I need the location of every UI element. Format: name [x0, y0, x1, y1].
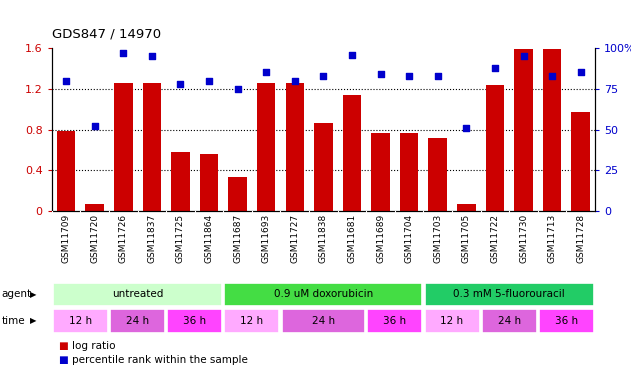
Point	[347, 51, 357, 57]
Text: GSM11725: GSM11725	[176, 214, 185, 263]
Point	[318, 73, 328, 79]
Point	[175, 81, 186, 87]
Bar	[53, 283, 222, 306]
Text: GSM11687: GSM11687	[233, 214, 242, 263]
Text: GSM11838: GSM11838	[319, 214, 328, 263]
Text: 36 h: 36 h	[555, 316, 578, 326]
Text: GSM11713: GSM11713	[548, 214, 557, 263]
Point	[519, 53, 529, 59]
Text: GSM11704: GSM11704	[404, 214, 414, 263]
Bar	[486, 85, 504, 211]
Text: percentile rank within the sample: percentile rank within the sample	[72, 356, 248, 366]
Text: ■: ■	[58, 356, 68, 366]
Bar	[167, 309, 222, 333]
Text: 0.3 mM 5-fluorouracil: 0.3 mM 5-fluorouracil	[454, 290, 565, 299]
Text: 0.9 uM doxorubicin: 0.9 uM doxorubicin	[274, 290, 373, 299]
Text: 24 h: 24 h	[312, 316, 335, 326]
Point	[261, 69, 271, 75]
Bar	[257, 82, 276, 211]
Bar	[367, 309, 422, 333]
Bar	[225, 309, 280, 333]
Text: GSM11722: GSM11722	[490, 214, 500, 263]
Text: log ratio: log ratio	[72, 341, 115, 351]
Point	[147, 53, 157, 59]
Point	[375, 71, 386, 77]
Text: 36 h: 36 h	[183, 316, 206, 326]
Bar	[428, 138, 447, 211]
Text: agent: agent	[1, 290, 32, 299]
Point	[461, 125, 471, 131]
Text: GSM11728: GSM11728	[576, 214, 585, 263]
Text: GSM11709: GSM11709	[62, 214, 71, 263]
Point	[547, 73, 557, 79]
Text: GDS847 / 14970: GDS847 / 14970	[52, 27, 161, 40]
Text: untreated: untreated	[112, 290, 163, 299]
Text: 36 h: 36 h	[383, 316, 406, 326]
Bar	[114, 82, 133, 211]
Text: 12 h: 12 h	[240, 316, 264, 326]
Point	[575, 69, 586, 75]
Bar	[281, 309, 365, 333]
Text: GSM11720: GSM11720	[90, 214, 99, 263]
Text: ■: ■	[58, 341, 68, 351]
Bar	[371, 133, 390, 211]
Point	[404, 73, 414, 79]
Text: GSM11726: GSM11726	[119, 214, 127, 263]
Bar	[400, 133, 418, 211]
Bar	[110, 309, 165, 333]
Bar	[539, 309, 594, 333]
Bar	[572, 112, 590, 211]
Text: ▶: ▶	[30, 290, 36, 299]
Point	[90, 123, 100, 129]
Bar	[482, 309, 537, 333]
Bar	[514, 49, 533, 211]
Bar	[171, 152, 190, 211]
Bar	[57, 130, 75, 211]
Text: GSM11703: GSM11703	[433, 214, 442, 263]
Text: GSM11837: GSM11837	[147, 214, 156, 263]
Text: 24 h: 24 h	[498, 316, 521, 326]
Bar	[200, 154, 218, 211]
Text: GSM11730: GSM11730	[519, 214, 528, 263]
Bar	[314, 123, 333, 211]
Text: GSM11689: GSM11689	[376, 214, 385, 263]
Bar	[85, 204, 104, 211]
Bar	[343, 95, 362, 211]
Bar	[143, 82, 161, 211]
Bar	[228, 177, 247, 211]
Text: GSM11705: GSM11705	[462, 214, 471, 263]
Bar	[53, 309, 108, 333]
Bar	[543, 49, 562, 211]
Bar	[285, 82, 304, 211]
Text: time: time	[1, 316, 25, 326]
Text: 12 h: 12 h	[69, 316, 92, 326]
Text: 24 h: 24 h	[126, 316, 149, 326]
Point	[204, 78, 214, 84]
Bar	[425, 283, 594, 306]
Point	[233, 86, 243, 92]
Text: 12 h: 12 h	[440, 316, 464, 326]
Bar	[457, 204, 476, 211]
Point	[290, 78, 300, 84]
Point	[118, 50, 128, 56]
Bar	[425, 309, 480, 333]
Point	[490, 64, 500, 70]
Point	[433, 73, 443, 79]
Point	[61, 78, 71, 84]
Text: GSM11693: GSM11693	[262, 214, 271, 263]
Text: GSM11681: GSM11681	[348, 214, 357, 263]
Text: GSM11864: GSM11864	[204, 214, 213, 263]
Text: ▶: ▶	[30, 316, 36, 326]
Bar	[225, 283, 422, 306]
Text: GSM11727: GSM11727	[290, 214, 299, 263]
